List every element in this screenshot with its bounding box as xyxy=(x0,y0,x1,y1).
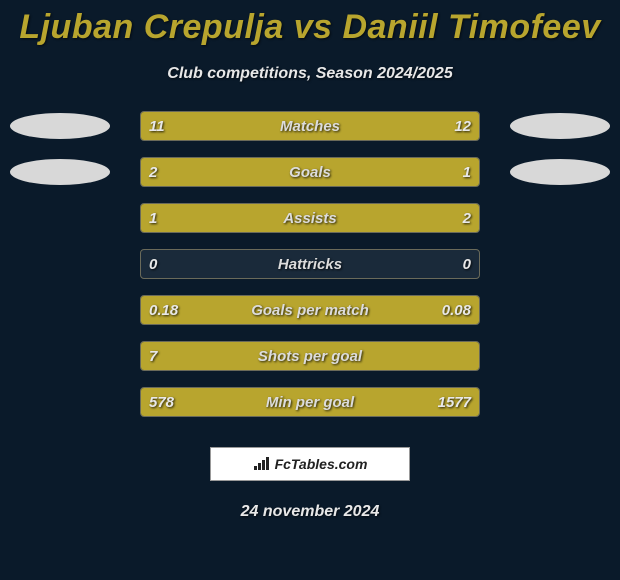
stat-label: Shots per goal xyxy=(141,348,479,365)
stat-value-right: 0 xyxy=(463,256,471,273)
attribution-text: FcTables.com xyxy=(275,456,368,472)
stat-bar: 0Hattricks0 xyxy=(140,249,480,279)
stat-row: 11Matches12 xyxy=(0,111,620,157)
player-marker-right xyxy=(510,159,610,185)
stat-row: 0Hattricks0 xyxy=(0,249,620,295)
stat-label: Assists xyxy=(141,210,479,227)
date-text: 24 november 2024 xyxy=(0,503,620,521)
stat-row: 578Min per goal1577 xyxy=(0,387,620,433)
stat-label: Goals per match xyxy=(141,302,479,319)
stat-row: 0.18Goals per match0.08 xyxy=(0,295,620,341)
attribution-badge: FcTables.com xyxy=(210,447,410,481)
player-marker-left xyxy=(10,113,110,139)
stat-bar: 0.18Goals per match0.08 xyxy=(140,295,480,325)
page-title: Ljuban Crepulja vs Daniil Timofeev xyxy=(0,0,620,47)
stat-value-right: 0.08 xyxy=(442,302,471,319)
stat-label: Min per goal xyxy=(141,394,479,411)
stat-bar: 2Goals1 xyxy=(140,157,480,187)
player-marker-left xyxy=(10,159,110,185)
stat-label: Goals xyxy=(141,164,479,181)
stat-bar: 578Min per goal1577 xyxy=(140,387,480,417)
stat-label: Hattricks xyxy=(141,256,479,273)
stat-bar: 1Assists2 xyxy=(140,203,480,233)
stat-bar: 11Matches12 xyxy=(140,111,480,141)
stat-row: 1Assists2 xyxy=(0,203,620,249)
player-marker-right xyxy=(510,113,610,139)
stat-value-right: 1577 xyxy=(438,394,471,411)
stat-value-right: 2 xyxy=(463,210,471,227)
stat-value-right: 12 xyxy=(454,118,471,135)
page-subtitle: Club competitions, Season 2024/2025 xyxy=(0,65,620,83)
comparison-chart: 11Matches122Goals11Assists20Hattricks00.… xyxy=(0,111,620,433)
chart-bars-icon xyxy=(253,457,271,471)
stat-row: 7Shots per goal xyxy=(0,341,620,387)
stat-label: Matches xyxy=(141,118,479,135)
stat-row: 2Goals1 xyxy=(0,157,620,203)
stat-value-right: 1 xyxy=(463,164,471,181)
stat-bar: 7Shots per goal xyxy=(140,341,480,371)
